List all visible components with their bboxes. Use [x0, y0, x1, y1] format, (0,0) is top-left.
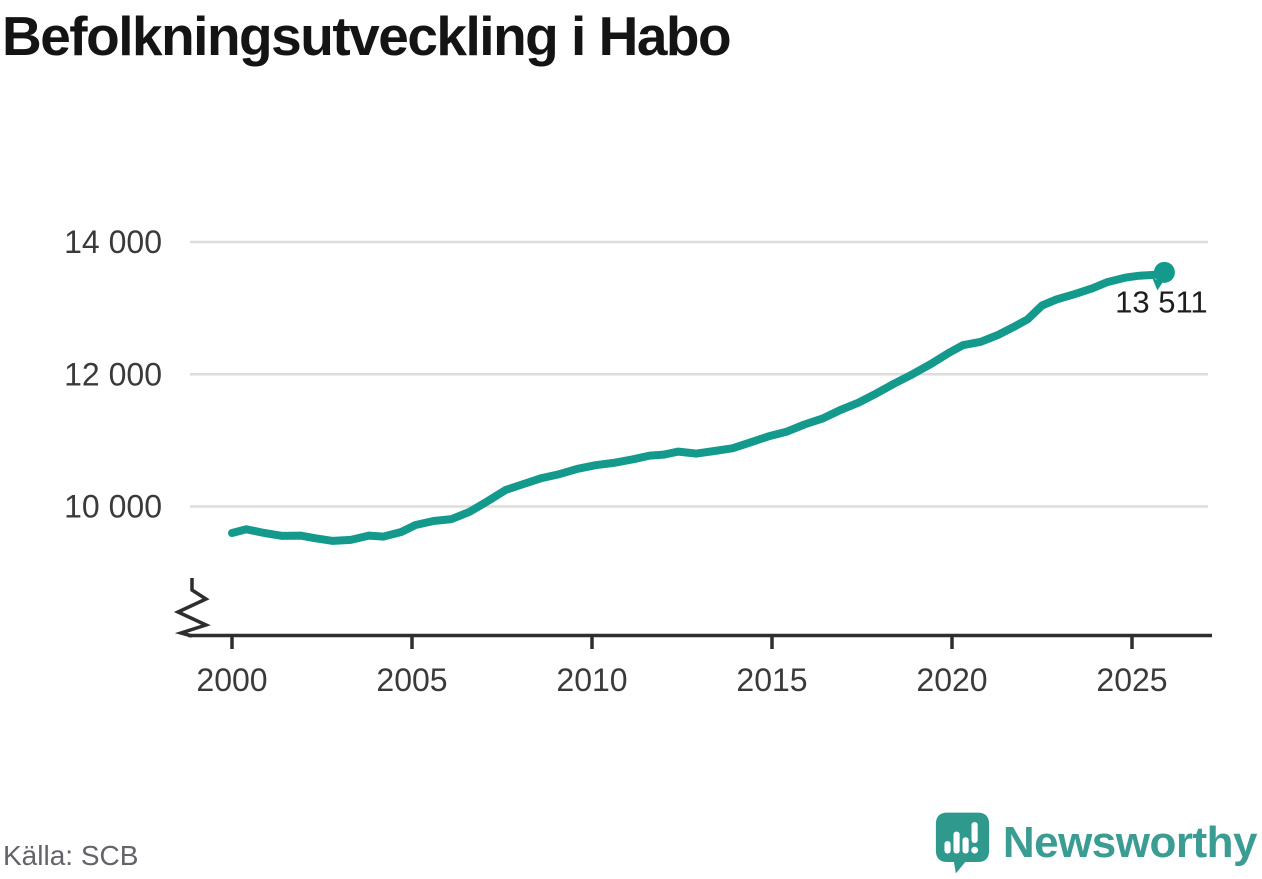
axis-break-squiggle — [173, 578, 211, 638]
logo-bar-3 — [962, 837, 969, 854]
x-axis-tick-label: 2015 — [736, 662, 807, 698]
logo-exclamation-dot — [971, 846, 978, 854]
newsworthy-logo: Newsworthy — [934, 810, 1258, 876]
latest-point-dot — [1153, 261, 1175, 283]
x-axis-tick-label: 2010 — [556, 662, 627, 698]
x-axis-tick-label: 2025 — [1096, 662, 1167, 698]
x-axis-tick-label: 2005 — [376, 662, 447, 698]
population-line — [228, 270, 1169, 545]
x-axis-tick-label: 2000 — [196, 662, 267, 698]
y-axis-tick-label: 14 000 — [64, 224, 162, 260]
y-axis-tick-label: 12 000 — [64, 356, 162, 392]
logo-exclamation-stem — [971, 822, 978, 843]
y-axis-tick-label: 10 000 — [64, 489, 162, 525]
logo-bar-1 — [944, 841, 951, 854]
page-title: Befolkningsutveckling i Habo — [2, 5, 732, 67]
newsworthy-speech-bubble-icon — [935, 812, 989, 874]
logo-bar-2 — [953, 831, 960, 854]
latest-value-label: 13 511 — [1115, 284, 1208, 319]
x-axis-tick-label: 2020 — [916, 662, 987, 698]
source-attribution: Källa: SCB — [3, 840, 139, 871]
logo-wordmark: Newsworthy — [1002, 818, 1258, 867]
